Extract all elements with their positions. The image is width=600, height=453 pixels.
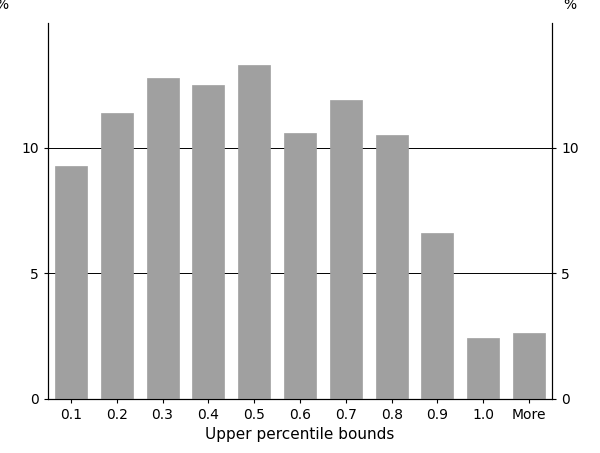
Bar (146, 78, 179, 399)
Bar (238, 65, 270, 399)
Bar (101, 113, 133, 399)
Bar (330, 101, 362, 399)
Bar (376, 135, 407, 399)
Bar (193, 85, 224, 399)
Bar (421, 233, 454, 399)
Bar (284, 133, 316, 399)
Bar (55, 165, 87, 399)
Bar (513, 333, 545, 399)
Text: %: % (563, 0, 576, 11)
Text: %: % (0, 0, 8, 11)
Bar (467, 338, 499, 399)
X-axis label: Upper percentile bounds: Upper percentile bounds (205, 427, 395, 442)
